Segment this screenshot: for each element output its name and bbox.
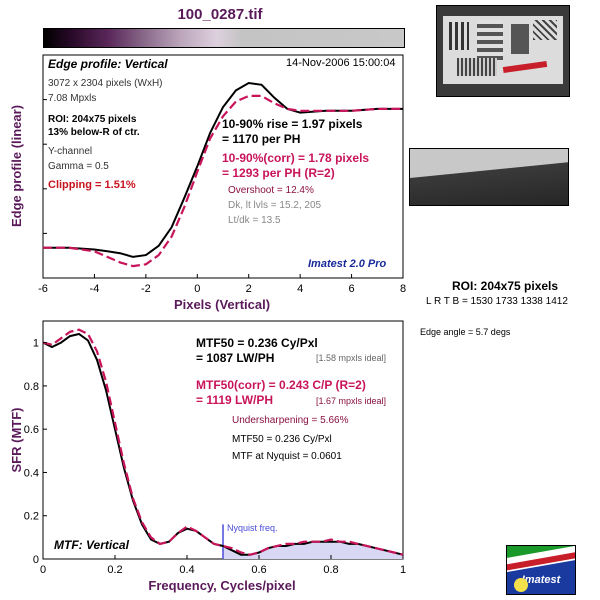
sfr-xtick-label: 1 <box>400 564 406 576</box>
edge-angle: Edge angle = 5.7 degs <box>420 327 511 337</box>
rise-line-1: 10-90% rise = 1.97 pixels <box>222 117 363 131</box>
imatest-logo: Imatest <box>506 545 576 595</box>
sfr-xtick-label: 0.8 <box>323 564 338 576</box>
edge-series-corrected <box>43 94 403 268</box>
mtf-nyquist-summary: MTF at Nyquist = 0.0601 <box>232 451 342 462</box>
mtf50-corr-ideal: [1.67 mpxls ideal] <box>316 396 387 406</box>
edge-xlabel: Pixels (Vertical) <box>174 297 270 312</box>
sfr-ytick-label: 0.6 <box>24 424 39 436</box>
levels-label: Dk, lt lvls = 15.2, 205 <box>228 200 322 211</box>
sfr-ytick-label: 0.8 <box>24 381 39 393</box>
mtf50-line-2: = 1087 LW/PH <box>196 351 275 365</box>
roi-location: 13% below-R of ctr. <box>48 127 140 138</box>
roi-thumbnail <box>409 148 569 206</box>
mtf50-summary: MTF50 = 0.236 Cy/Pxl <box>232 434 332 445</box>
gamma-label: Gamma = 0.5 <box>48 161 109 172</box>
mtf50-ideal: [1.58 mpxls ideal] <box>316 353 387 363</box>
brand-label: Imatest 2.0 Pro <box>308 258 387 270</box>
nyquist-label: Nyquist freq. <box>227 523 278 533</box>
mtf-profile-label: MTF: Vertical <box>54 538 129 552</box>
ltdk-label: Lt/dk = 13.5 <box>228 215 281 226</box>
image-size: 3072 x 2304 pixels (WxH) <box>48 78 163 89</box>
roi-title: ROI: 204x75 pixels <box>452 279 559 293</box>
roi-info: ROI: 204x75 pixels <box>48 114 137 125</box>
edge-xtick-label: 8 <box>400 283 406 295</box>
edge-profile-label: Edge profile: Vertical <box>48 57 168 71</box>
image-mpxls: 7.08 Mpxls <box>48 93 97 104</box>
sfr-xtick-label: 0 <box>40 564 46 576</box>
sfr-xlabel: Frequency, Cycles/pixel <box>148 578 295 593</box>
edge-series-uncorrected <box>43 81 403 258</box>
edge-ylabel: Edge profile (linear) <box>9 105 24 227</box>
edge-xtick-label: -2 <box>141 283 151 295</box>
overshoot-label: Overshoot = 12.4% <box>228 185 314 196</box>
edge-date: 14-Nov-2006 15:00:04 <box>286 57 396 69</box>
sfr-ytick-label: 0.4 <box>24 467 39 479</box>
edge-xtick-label: 0 <box>194 283 200 295</box>
rise-corr-line-2: = 1293 per PH (R=2) <box>222 166 335 180</box>
sfr-series-corrected <box>42 328 404 556</box>
sfr-xtick-label: 0.2 <box>107 564 122 576</box>
mtf50-corr-line-2: = 1119 LW/PH <box>196 393 274 407</box>
sfr-xtick-label: 0.4 <box>179 564 194 576</box>
rise-line-2: = 1170 per PH <box>222 132 301 146</box>
edge-xtick-label: 6 <box>349 283 355 295</box>
edge-xtick-label: 2 <box>246 283 252 295</box>
sfr-xtick-label: 0.6 <box>251 564 266 576</box>
edge-xtick-label: -4 <box>90 283 100 295</box>
sfr-ytick-label: 0.2 <box>24 511 39 523</box>
undersharpening-label: Undersharpening = 5.66% <box>232 415 349 426</box>
edge-xtick-label: 4 <box>297 283 303 295</box>
roi-coords: L R T B = 1530 1733 1338 1412 <box>426 296 568 307</box>
rise-corr-line-1: 10-90%(corr) = 1.78 pixels <box>222 151 370 165</box>
chart-thumbnail <box>436 5 570 97</box>
clipping-label: Clipping = 1.51% <box>48 179 136 191</box>
sfr-area-fill <box>223 541 403 559</box>
imatest-logo-text: Imatest <box>521 574 561 586</box>
sfr-ylabel: SFR (MTF) <box>9 408 24 473</box>
mtf50-corr-line-1: MTF50(corr) = 0.243 C/P (R=2) <box>196 378 366 392</box>
sun-icon <box>514 578 528 592</box>
intensity-gradient-bar <box>43 28 405 48</box>
edge-xtick-label: -6 <box>38 283 48 295</box>
channel-label: Y-channel <box>48 146 93 157</box>
window-title: 100_0287.tif <box>177 6 263 23</box>
mtf50-line-1: MTF50 = 0.236 Cy/Pxl <box>196 336 318 350</box>
sfr-ytick-label: 0 <box>33 554 39 566</box>
sfr-ytick-label: 1 <box>33 338 39 350</box>
